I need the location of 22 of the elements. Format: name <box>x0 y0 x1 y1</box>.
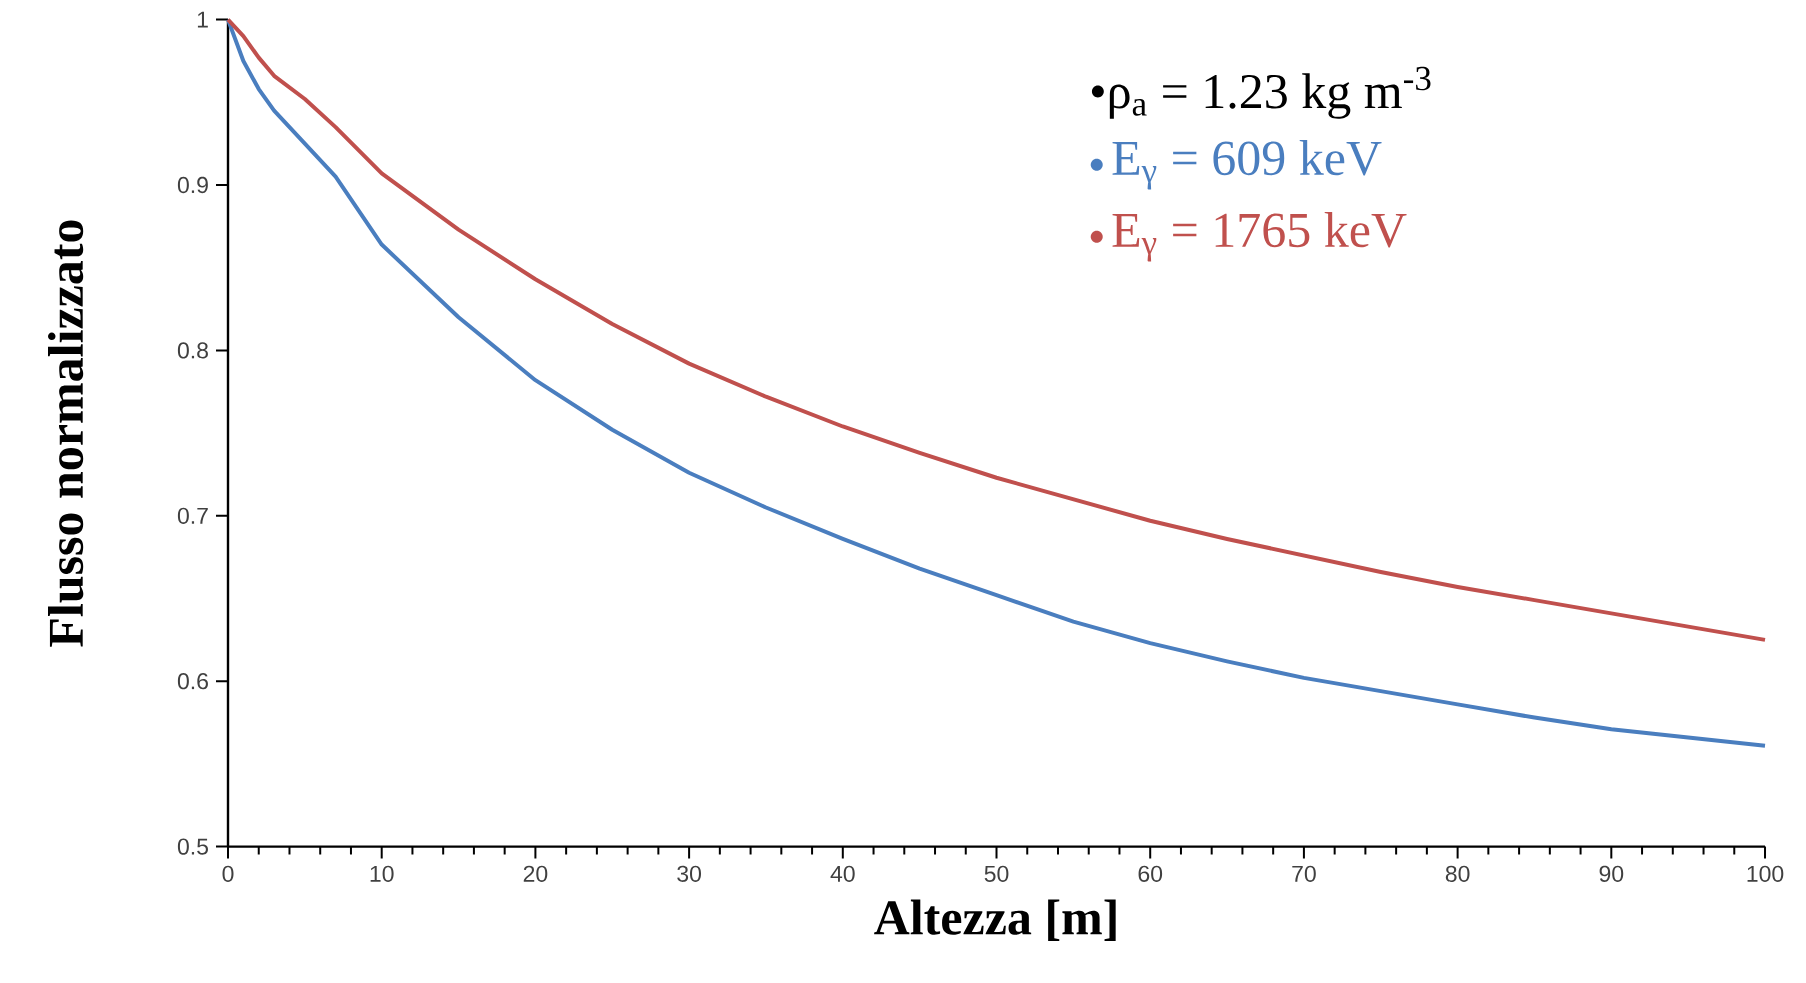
x-tick-label: 0 <box>222 865 234 882</box>
x-tick-label: 100 <box>1747 865 1784 882</box>
x-tick-label: 90 <box>1599 865 1624 882</box>
x-tick-label: 10 <box>370 865 394 882</box>
x-tick-label: 60 <box>1138 865 1163 882</box>
x-axis-title: Altezza [m] <box>874 899 1116 941</box>
y-tick-label: 0.6 <box>177 673 208 690</box>
y-axis-title: Flusso normalizzato <box>48 220 84 647</box>
annotation: •ρ$_{a}$ = 1.23 kg m$^{-3}$ <box>1091 66 1431 119</box>
x-tick-label: 40 <box>830 865 855 882</box>
x-tick-label: 50 <box>984 865 1009 882</box>
legend-label: E$_{γ}$ = 609 keV <box>1112 140 1382 190</box>
y-tick-label: 0.8 <box>177 342 208 359</box>
y-tick-label: 0.5 <box>177 838 208 855</box>
legend-label: E$_{γ}$ = 1765 keV <box>1112 212 1407 262</box>
x-tick-label: 20 <box>523 865 548 882</box>
x-tick-label: 80 <box>1445 865 1470 882</box>
y-tick-label: 0.9 <box>177 176 208 194</box>
x-tick-label: 70 <box>1292 865 1316 882</box>
x-tick-label: 30 <box>677 865 702 882</box>
y-tick-label: 1 <box>197 11 208 28</box>
y-tick-label: 0.7 <box>177 507 208 524</box>
